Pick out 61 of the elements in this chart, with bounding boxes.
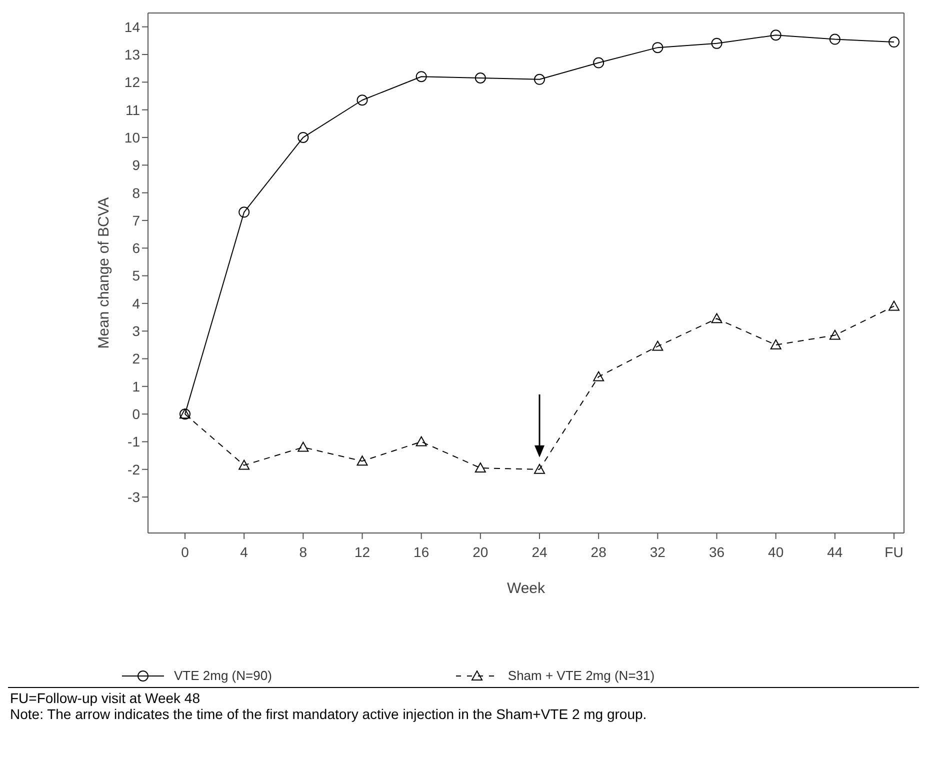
point	[238, 206, 250, 218]
x-tick-label: 36	[708, 544, 725, 560]
point	[416, 71, 427, 82]
y-tick-label: -1	[128, 434, 140, 450]
point	[474, 72, 486, 84]
y-tick-label: 3	[132, 323, 140, 340]
point	[652, 340, 664, 351]
point	[474, 462, 486, 472]
point	[534, 74, 545, 85]
y-tick-label: 2	[132, 350, 140, 367]
y-tick-label: 9	[132, 157, 140, 174]
x-tick-label: 28	[590, 544, 607, 560]
y-tick-label: -3	[128, 489, 140, 506]
x-tick-label: 8	[299, 544, 308, 560]
legend-label: Sham + VTE 2mg (N=31)	[508, 668, 655, 683]
x-tick-label: 24	[532, 544, 548, 560]
point	[770, 30, 782, 41]
point	[829, 34, 840, 45]
x-tick-label: 44	[827, 544, 843, 560]
x-tick-label: 0	[181, 544, 190, 560]
y-tick-label: 14	[124, 18, 140, 35]
point	[711, 38, 722, 49]
point	[888, 36, 900, 48]
point	[356, 456, 368, 466]
x-tick-label: 20	[472, 544, 488, 560]
x-tick-label: 4	[240, 544, 248, 560]
point	[888, 300, 900, 311]
point	[356, 94, 368, 106]
y-tick-label: 6	[132, 240, 140, 256]
point	[593, 371, 604, 382]
y-tick-label: 13	[124, 46, 140, 62]
y-tick-label: 11	[125, 102, 140, 118]
x-axis-title: Week	[506, 580, 546, 597]
point	[416, 436, 427, 446]
y-axis-title: Mean change of BCVA	[95, 197, 112, 349]
x-tick-label: 40	[768, 544, 784, 560]
x-tick-label: 12	[354, 544, 370, 560]
y-tick-label: 5	[132, 268, 140, 284]
y-tick-label: 4	[132, 295, 140, 312]
point	[298, 132, 309, 143]
point	[711, 313, 722, 324]
text: FU=Follow-up visit at Week 48	[10, 690, 201, 706]
x-tick-label: 32	[650, 544, 666, 560]
y-tick-label: 7	[132, 212, 140, 228]
y-tick-label: 12	[124, 74, 140, 90]
text: Note: The arrow indicates the time of the first mandatory active injection in the Sham+VTE 2 mg group.	[10, 706, 648, 722]
legend-label: VTE 2mg (N=90)	[174, 668, 272, 683]
y-tick-label: 0	[132, 406, 140, 422]
point	[593, 57, 604, 68]
point	[298, 442, 309, 452]
x-tick-label: 16	[414, 544, 430, 560]
y-tick-label: -2	[128, 461, 140, 478]
point	[238, 460, 250, 470]
point	[770, 339, 782, 350]
point	[534, 464, 545, 474]
y-tick-label: 8	[132, 184, 140, 201]
point	[652, 42, 664, 54]
y-tick-label: 10	[124, 129, 140, 146]
x-tick-label: FU	[884, 544, 904, 560]
point	[829, 330, 840, 340]
y-tick-label: 1	[132, 378, 140, 394]
